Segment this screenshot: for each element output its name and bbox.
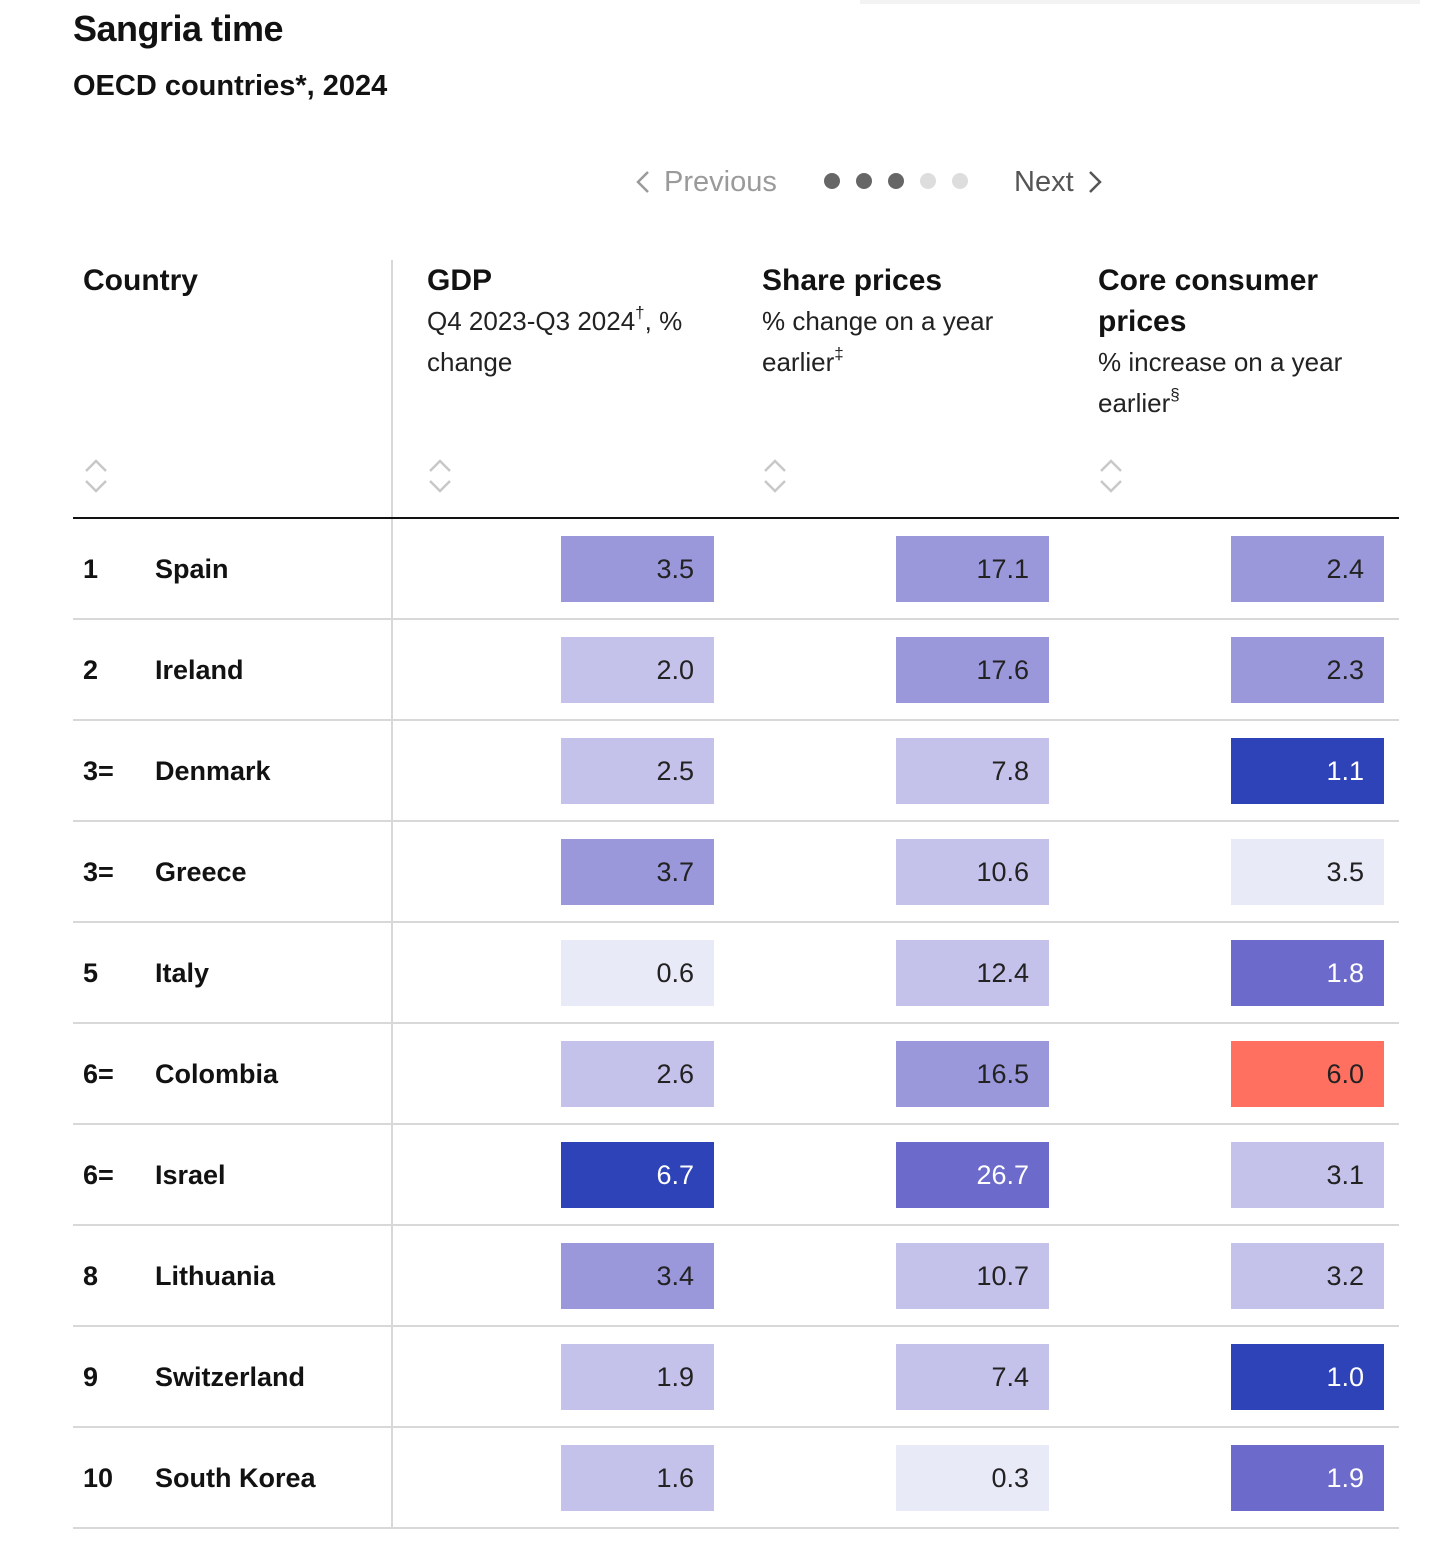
table-row: 10 South Korea 1.6 0.3 1.9 — [73, 1428, 1399, 1529]
gdp-value-cell: 6.7 — [561, 1142, 714, 1208]
gdp-value-cell: 1.6 — [561, 1445, 714, 1511]
header-core: Core consumer prices % increase on a yea… — [1098, 260, 1358, 424]
table-row: 5 Italy 0.6 12.4 1.8 — [73, 923, 1399, 1024]
table-row: 2 Ireland 2.0 17.6 2.3 — [73, 620, 1399, 721]
core-value-cell: 2.3 — [1231, 637, 1384, 703]
core-value-cell: 6.0 — [1231, 1041, 1384, 1107]
header-country-label: Country — [83, 264, 198, 297]
country-cell: Greece — [155, 857, 247, 887]
sort-icon-share[interactable] — [762, 458, 788, 494]
page-dot-5[interactable] — [952, 173, 968, 189]
gdp-value-cell: 3.5 — [561, 536, 714, 602]
gdp-value-cell: 3.7 — [561, 839, 714, 905]
table-row: 3= Greece 3.7 10.6 3.5 — [73, 822, 1399, 923]
header-share: Share prices % change on a year earlier‡ — [762, 260, 1022, 383]
rank-cell: 1 — [83, 554, 99, 584]
header-core-sub: % increase on a year earlier§ — [1098, 347, 1343, 418]
table-body: 1 Spain 3.5 17.1 2.4 2 Ireland 2.0 17.6 2.3 3= Denm… — [73, 519, 1399, 1529]
top-divider — [860, 0, 1420, 4]
country-cell: Denmark — [155, 756, 271, 786]
core-value-cell: 1.0 — [1231, 1344, 1384, 1410]
chevron-left-icon — [636, 171, 649, 193]
country-cell: Ireland — [155, 655, 244, 685]
table-row: 6= Israel 6.7 26.7 3.1 — [73, 1125, 1399, 1226]
core-value-cell: 1.1 — [1231, 738, 1384, 804]
share-value-cell: 17.1 — [896, 536, 1049, 602]
country-cell: Switzerland — [155, 1362, 306, 1392]
data-table: Country GDP Q4 2023-Q3 2024†, % change S… — [73, 260, 1399, 1529]
core-value-cell: 2.4 — [1231, 536, 1384, 602]
sort-icon-gdp[interactable] — [427, 458, 453, 494]
rank-cell: 6= — [83, 1059, 114, 1089]
page-dot-3[interactable] — [888, 173, 904, 189]
share-value-cell: 17.6 — [896, 637, 1049, 703]
rank-cell: 8 — [83, 1261, 99, 1291]
rank-cell: 2 — [83, 655, 99, 685]
table-header: Country GDP Q4 2023-Q3 2024†, % change S… — [73, 260, 1399, 519]
header-gdp-label: GDP — [427, 264, 493, 297]
table-row: 9 Switzerland 1.9 7.4 1.0 — [73, 1327, 1399, 1428]
chart-subtitle: OECD countries*, 2024 — [73, 70, 388, 102]
gdp-value-cell: 2.5 — [561, 738, 714, 804]
core-value-cell: 3.2 — [1231, 1243, 1384, 1309]
share-value-cell: 7.4 — [896, 1344, 1049, 1410]
country-cell: Lithuania — [155, 1261, 275, 1291]
next-button[interactable]: Next — [1014, 160, 1102, 204]
previous-label: Previous — [664, 165, 777, 198]
sort-icon-core[interactable] — [1098, 458, 1124, 494]
country-cell: South Korea — [155, 1463, 316, 1493]
core-value-cell: 3.1 — [1231, 1142, 1384, 1208]
rank-cell: 10 — [83, 1463, 114, 1493]
chart-title: Sangria time — [73, 8, 284, 49]
table-row: 1 Spain 3.5 17.1 2.4 — [73, 519, 1399, 620]
rank-cell: 3= — [83, 756, 114, 786]
gdp-value-cell: 2.6 — [561, 1041, 714, 1107]
header-share-label: Share prices — [762, 264, 943, 297]
share-value-cell: 16.5 — [896, 1041, 1049, 1107]
page-dot-2[interactable] — [856, 173, 872, 189]
gdp-value-cell: 1.9 — [561, 1344, 714, 1410]
share-value-cell: 10.7 — [896, 1243, 1049, 1309]
previous-button[interactable]: Previous — [636, 160, 777, 204]
share-value-cell: 26.7 — [896, 1142, 1049, 1208]
header-core-label: Core consumer prices — [1098, 264, 1319, 338]
share-value-cell: 7.8 — [896, 738, 1049, 804]
gdp-value-cell: 2.0 — [561, 637, 714, 703]
page-dot-1[interactable] — [824, 173, 840, 189]
column-divider — [391, 260, 393, 1527]
sort-icon-country[interactable] — [83, 458, 109, 494]
next-label: Next — [1014, 165, 1074, 198]
core-value-cell: 1.9 — [1231, 1445, 1384, 1511]
header-gdp-sub: Q4 2023-Q3 2024†, % change — [427, 303, 683, 377]
rank-cell: 6= — [83, 1160, 114, 1190]
table-row: 6= Colombia 2.6 16.5 6.0 — [73, 1024, 1399, 1125]
gdp-value-cell: 3.4 — [561, 1243, 714, 1309]
page-dots — [824, 173, 968, 189]
pagination: Previous Next — [0, 160, 1448, 204]
chevron-right-icon — [1088, 171, 1102, 193]
share-value-cell: 10.6 — [896, 839, 1049, 905]
page-dot-4[interactable] — [920, 173, 936, 189]
core-value-cell: 3.5 — [1231, 839, 1384, 905]
country-cell: Italy — [155, 958, 210, 988]
rank-cell: 3= — [83, 857, 114, 887]
header-country: Country — [83, 260, 373, 301]
table-row: 3= Denmark 2.5 7.8 1.1 — [73, 721, 1399, 822]
gdp-value-cell: 0.6 — [561, 940, 714, 1006]
share-value-cell: 0.3 — [896, 1445, 1049, 1511]
rank-cell: 5 — [83, 958, 99, 988]
country-cell: Spain — [155, 554, 229, 584]
rank-cell: 9 — [83, 1362, 99, 1392]
header-share-sub: % change on a year earlier‡ — [762, 306, 994, 377]
core-value-cell: 1.8 — [1231, 940, 1384, 1006]
header-gdp: GDP Q4 2023-Q3 2024†, % change — [427, 260, 727, 383]
share-value-cell: 12.4 — [896, 940, 1049, 1006]
table-row: 8 Lithuania 3.4 10.7 3.2 — [73, 1226, 1399, 1327]
country-cell: Colombia — [155, 1059, 279, 1089]
country-cell: Israel — [155, 1160, 226, 1190]
